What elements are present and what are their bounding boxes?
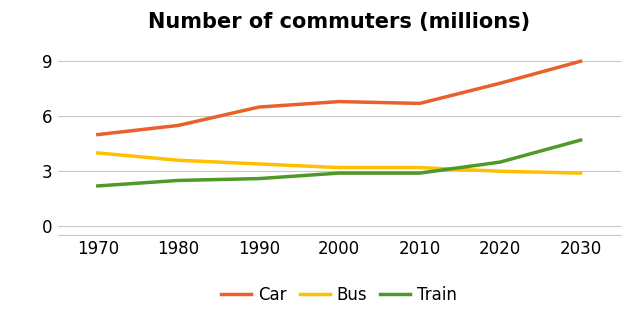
Bus — [577, 171, 584, 175]
Line: Car: Car — [98, 61, 580, 135]
Line: Bus: Bus — [98, 153, 580, 173]
Bus — [416, 166, 424, 170]
Train — [175, 179, 182, 182]
Car — [94, 133, 102, 137]
Line: Train: Train — [98, 140, 580, 186]
Train — [577, 138, 584, 142]
Car — [416, 101, 424, 105]
Title: Number of commuters (millions): Number of commuters (millions) — [148, 12, 531, 32]
Legend: Car, Bus, Train: Car, Bus, Train — [214, 279, 464, 310]
Train — [416, 171, 424, 175]
Bus — [94, 151, 102, 155]
Car — [255, 105, 262, 109]
Train — [255, 177, 262, 181]
Train — [496, 160, 504, 164]
Train — [335, 171, 343, 175]
Train — [94, 184, 102, 188]
Bus — [335, 166, 343, 170]
Car — [496, 81, 504, 85]
Bus — [255, 162, 262, 166]
Car — [335, 100, 343, 104]
Car — [577, 59, 584, 63]
Bus — [496, 169, 504, 173]
Car — [175, 124, 182, 128]
Bus — [175, 158, 182, 162]
